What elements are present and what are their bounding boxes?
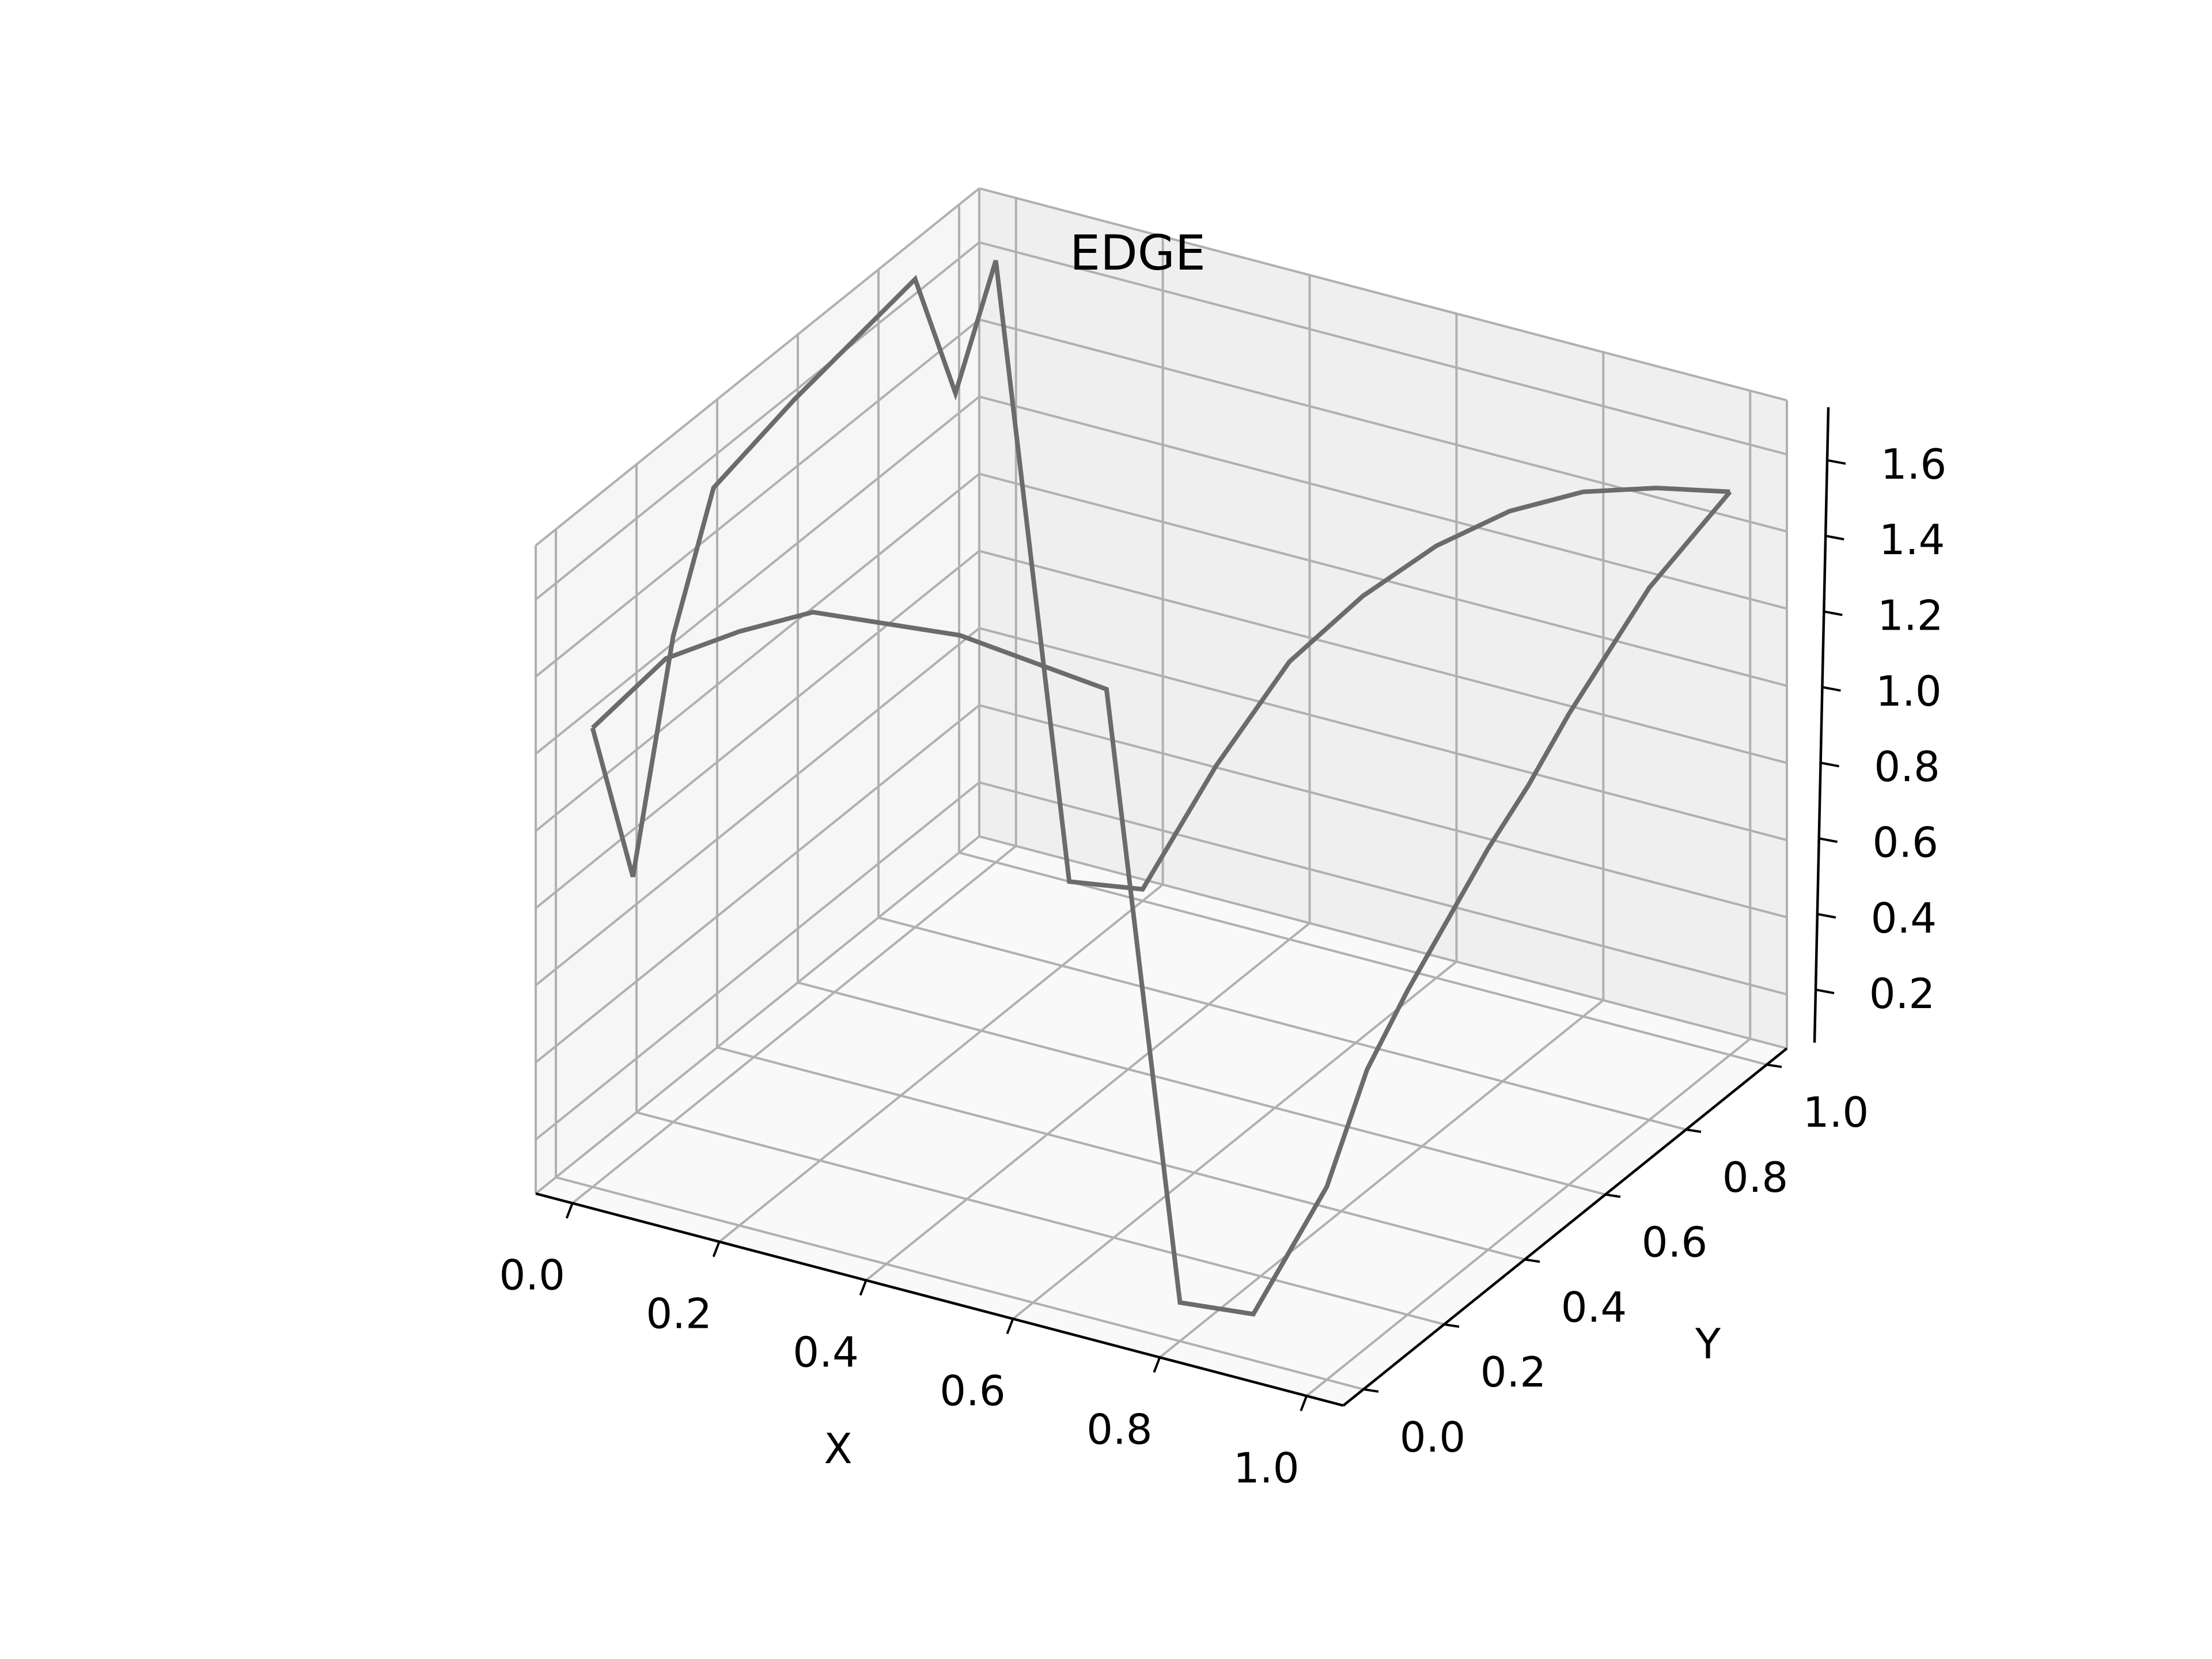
y-grid-floor [797, 981, 1606, 1196]
z-tick-label: 0.6 [1872, 818, 1938, 866]
x-grid-floor [571, 845, 1017, 1205]
x-tick [859, 1279, 868, 1296]
y-grid-floor [959, 851, 1767, 1066]
x-grid-floor [718, 884, 1164, 1243]
x-tick-label: 0.0 [499, 1251, 565, 1300]
y-axis-line [1342, 1047, 1788, 1407]
x-tick-label: 0.6 [940, 1366, 1006, 1415]
z-tick [1827, 459, 1846, 465]
z-grid-back [979, 395, 1787, 610]
z-grid-left [535, 396, 980, 755]
x-tick [1153, 1357, 1161, 1373]
x-grid-floor [1012, 960, 1457, 1320]
z-grid-back [979, 781, 1787, 996]
x-tick-label: 0.4 [793, 1328, 859, 1377]
z-tick-label: 0.8 [1874, 743, 1940, 791]
chart-title: EDGE [1070, 225, 1206, 281]
z-grid-left [535, 781, 980, 1141]
x-grid-floor [1306, 1037, 1751, 1397]
z-tick-label: 1.0 [1876, 667, 1942, 715]
y-tick [1363, 1388, 1379, 1393]
z-grid-back [979, 318, 1787, 533]
pane-edge [535, 187, 980, 547]
pane-edge [979, 835, 1787, 1050]
y-tick [1444, 1323, 1460, 1328]
tick-labels: 0.0 0.2 0.4 0.6 0.8 1.0 0.0 0.2 0.4 0.6 0.8 1.0 0.2 0… [499, 440, 1946, 1492]
z-tick [1819, 837, 1838, 843]
z-tick-label: 1.2 [1877, 592, 1944, 640]
x-grid-floor [865, 922, 1310, 1282]
x-grid-floor [1159, 999, 1604, 1358]
series-lines [590, 260, 1732, 1317]
tick-marks [565, 459, 1846, 1411]
x-tick [565, 1203, 574, 1219]
z-grid-left [535, 627, 980, 986]
z-grid-left [535, 550, 980, 910]
z-grid-left [535, 319, 980, 678]
x-axis-line [535, 1192, 1344, 1407]
y-tick [1685, 1128, 1702, 1133]
x-tick-label: 0.2 [646, 1290, 712, 1338]
y-grid-floor [636, 1111, 1445, 1326]
y-tick-label: 0.0 [1400, 1413, 1466, 1461]
z-tick [1822, 685, 1841, 692]
y-tick-label: 0.8 [1722, 1153, 1789, 1202]
z-tick-label: 0.2 [1869, 969, 1936, 1018]
y-grid-floor [555, 1176, 1364, 1391]
z-tick-label: 0.4 [1871, 894, 1937, 942]
x-tick [1300, 1395, 1308, 1411]
x-tick-label: 1.0 [1233, 1444, 1300, 1492]
pane-edge [535, 835, 980, 1195]
y-axis-label: Y [1695, 1320, 1721, 1368]
z-grid-back [979, 550, 1787, 764]
y-tick-label: 0.4 [1561, 1283, 1627, 1331]
series-line-1 [590, 260, 1730, 892]
series-line-2 [590, 490, 1732, 1317]
y-grid-floor [717, 1046, 1525, 1261]
pane-floor [536, 836, 1787, 1406]
x-axis-label: X [824, 1425, 852, 1473]
z-grid-back [979, 627, 1787, 842]
z-tick-label: 1.6 [1881, 440, 1947, 488]
y-tick-label: 0.2 [1480, 1348, 1547, 1396]
pane-left [536, 188, 979, 1194]
z-grid-left [535, 472, 980, 832]
y-tick [1524, 1258, 1540, 1263]
z-grid-left [535, 241, 980, 601]
y-tick-label: 1.0 [1803, 1088, 1869, 1137]
axis-lines [535, 407, 1830, 1407]
x-tick-label: 0.8 [1086, 1405, 1153, 1453]
y-tick [1766, 1063, 1782, 1069]
z-tick-label: 1.4 [1879, 516, 1945, 564]
pane-back [979, 188, 1787, 1048]
z-axis-line [1813, 407, 1830, 1043]
z-tick [1820, 762, 1839, 768]
z-tick [1825, 535, 1844, 541]
x-tick [1006, 1318, 1014, 1335]
z-tick [1817, 912, 1836, 919]
y-tick-label: 0.6 [1642, 1218, 1708, 1267]
x-tick [712, 1241, 721, 1257]
y-tick [1605, 1193, 1621, 1198]
axes-panes [536, 188, 1787, 1406]
z-grid-back [979, 241, 1787, 456]
z-grid-left [535, 704, 980, 1063]
y-grid-floor [878, 916, 1687, 1131]
z-tick [1823, 610, 1843, 616]
pane-edge [979, 187, 1787, 402]
z-tick [1815, 988, 1835, 995]
